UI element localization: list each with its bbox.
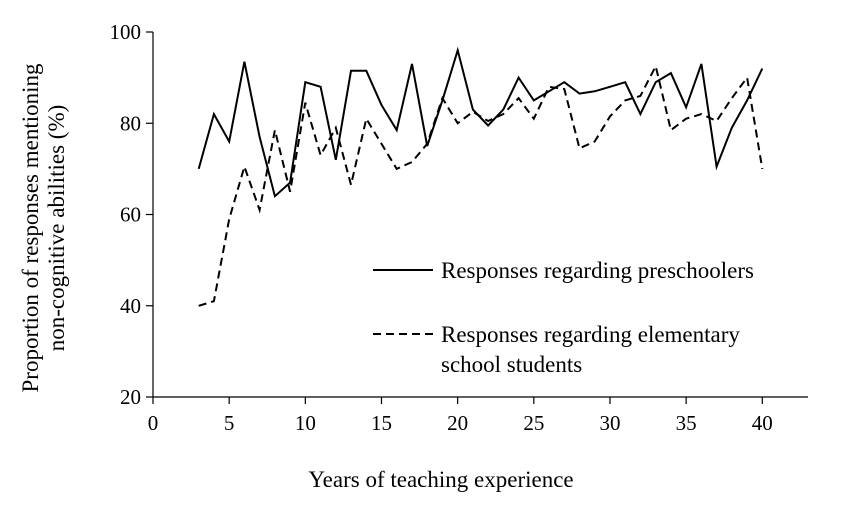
series-line-preschoolers xyxy=(197,46,764,199)
series-line-elementary xyxy=(198,63,764,307)
x-tick-label: 30 xyxy=(599,411,620,435)
legend-label-elementary: school students xyxy=(441,352,582,377)
x-axis-ticks: 0 5 10 15 20 25 30 35 40 xyxy=(148,397,773,435)
legend-label-elementary: Responses regarding elementary xyxy=(441,322,740,347)
x-tick-label: 0 xyxy=(148,411,159,435)
y-axis-label-line-2: non-cognitive abilities (%) xyxy=(44,105,69,352)
x-tick-label: 40 xyxy=(752,411,773,435)
x-tick-label: 10 xyxy=(295,411,316,435)
x-tick-label: 25 xyxy=(523,411,544,435)
y-tick-label: 80 xyxy=(120,111,141,135)
legend-label-preschoolers: Responses regarding preschoolers xyxy=(441,258,754,283)
y-tick-label: 60 xyxy=(120,203,141,227)
y-axis-ticks: 20 40 60 80 100 xyxy=(110,20,153,409)
x-tick-label: 15 xyxy=(371,411,392,435)
x-tick-label: 35 xyxy=(676,411,697,435)
legend: Responses regarding preschoolers Response… xyxy=(373,258,754,377)
y-axis-label: Proportion of responses mentioning non-c… xyxy=(18,63,69,392)
y-tick-label: 20 xyxy=(120,385,141,409)
y-tick-label: 100 xyxy=(110,20,142,44)
x-axis-label: Years of teaching experience xyxy=(308,467,573,492)
y-axis-label-line-1: Proportion of responses mentioning xyxy=(18,63,43,392)
x-tick-label: 20 xyxy=(447,411,468,435)
y-tick-label: 40 xyxy=(120,294,141,318)
series-lines xyxy=(197,46,764,307)
x-tick-label: 5 xyxy=(224,411,235,435)
